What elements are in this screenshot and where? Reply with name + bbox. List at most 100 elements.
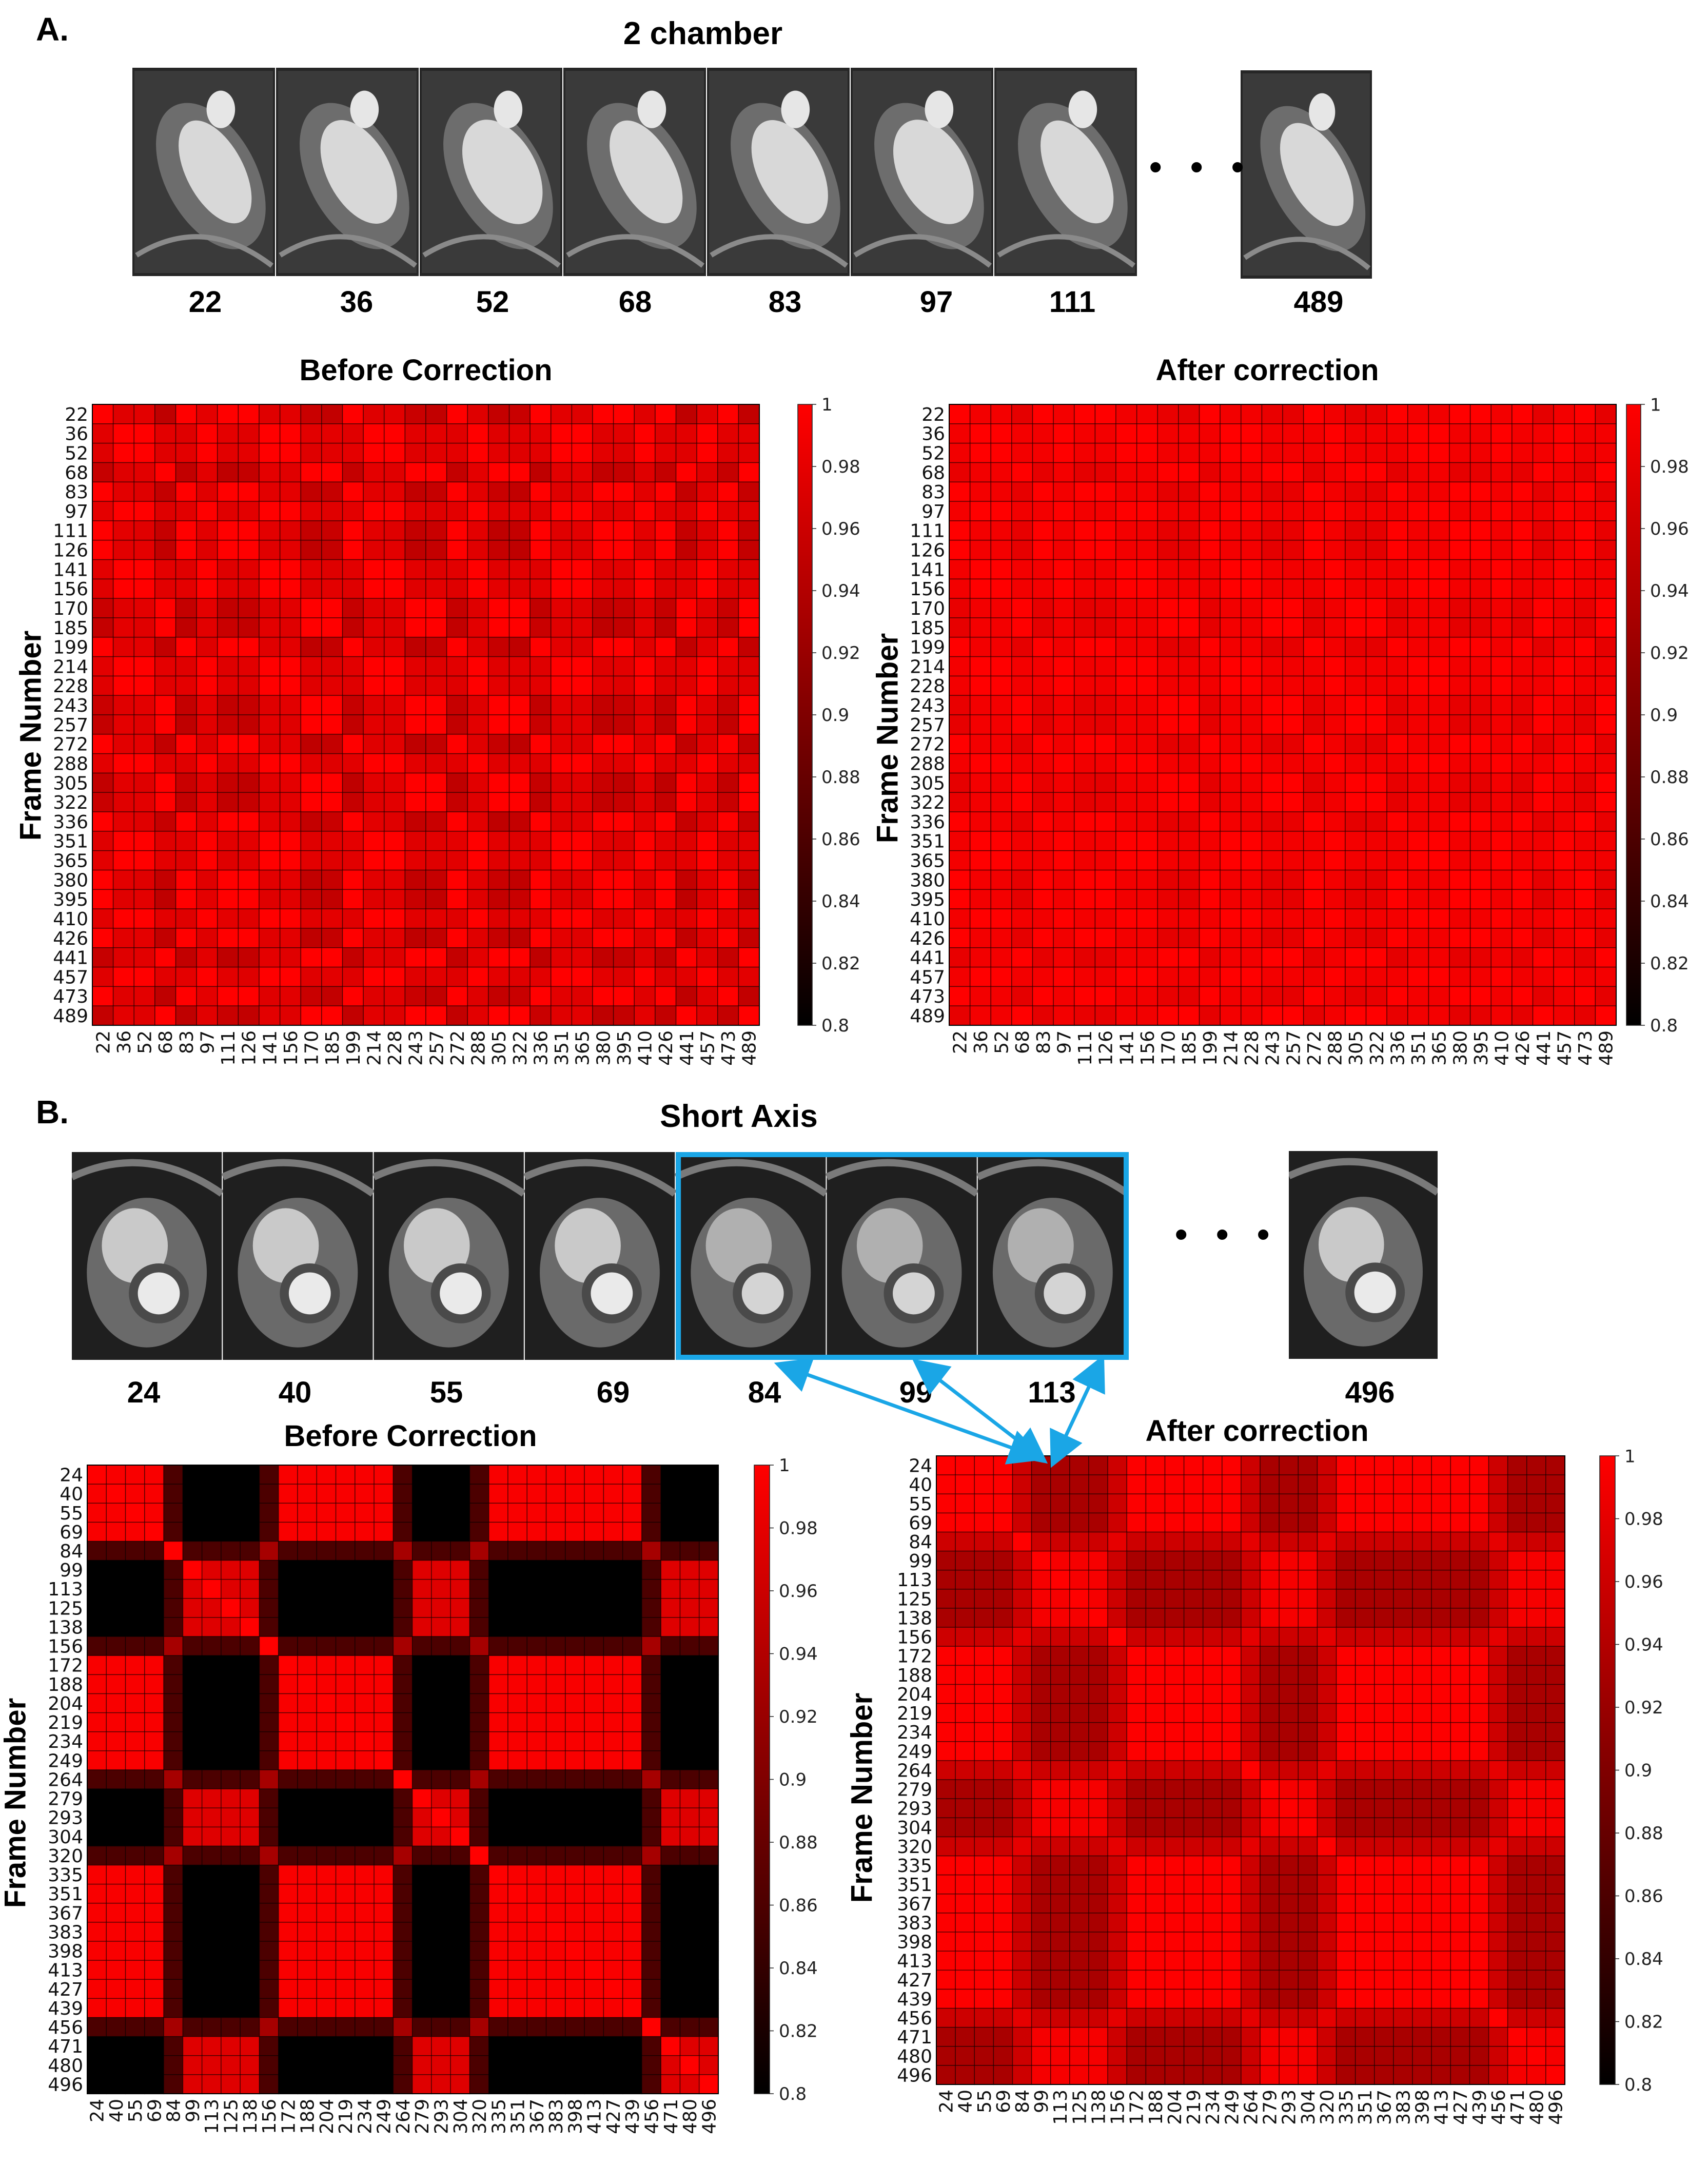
- heatmap-cell: [238, 501, 260, 521]
- heatmap-cell: [1450, 1817, 1470, 1838]
- heatmap-cell: [974, 1455, 994, 1476]
- heatmap-cell: [1507, 2065, 1527, 2085]
- heatmap-cell: [1069, 1455, 1090, 1476]
- heatmap-cell: [1202, 2045, 1223, 2066]
- heatmap-cell: [1222, 1550, 1242, 1571]
- heatmap-cell: [404, 656, 427, 677]
- heatmap-cell: [622, 1617, 643, 1637]
- heatmap-cell: [383, 404, 406, 424]
- heatmap-cell: [990, 656, 1012, 677]
- heatmap-cell: [1183, 1474, 1204, 1495]
- heatmap-cell: [696, 792, 718, 813]
- heatmap-cell: [154, 539, 176, 560]
- heatmap-cell: [342, 404, 364, 424]
- heatmap-cell: [1407, 675, 1429, 696]
- heatmap-cell: [603, 1826, 623, 1847]
- heatmap-cell: [469, 1788, 489, 1809]
- heatmap-cell: [259, 986, 281, 1007]
- heatmap-cell: [488, 1864, 509, 1885]
- heatmap-cell: [1345, 501, 1367, 521]
- heatmap-cell: [974, 1550, 994, 1571]
- heatmap-cell: [660, 1922, 681, 1942]
- heatmap-cell: [1136, 481, 1159, 502]
- heatmap-cell: [584, 1902, 604, 1923]
- heatmap-cell: [1199, 462, 1221, 483]
- heatmap-cell: [698, 1883, 719, 1904]
- y-tick-label: 257: [910, 715, 945, 736]
- x-tick-label: 69: [993, 2090, 1014, 2113]
- heatmap-cell: [392, 1636, 413, 1656]
- heatmap-cell: [550, 947, 573, 968]
- heatmap-cell: [1031, 1608, 1051, 1628]
- heatmap-cell: [278, 1998, 299, 2018]
- heatmap-cell: [1279, 1855, 1299, 1876]
- heatmap-cell: [592, 889, 614, 910]
- heatmap-cell: [201, 1578, 222, 1599]
- heatmap-cell: [488, 442, 510, 463]
- heatmap-cell: [1511, 792, 1534, 813]
- heatmap-cell: [300, 811, 322, 832]
- heatmap-cell: [125, 1522, 145, 1542]
- heatmap-cell: [1488, 1855, 1508, 1876]
- heatmap-cell: [279, 928, 302, 948]
- heatmap-cell: [1317, 1760, 1337, 1781]
- heatmap-cell: [717, 734, 739, 754]
- heatmap-cell: [1261, 986, 1284, 1007]
- heatmap-cell: [106, 1655, 126, 1675]
- heatmap-cell: [1012, 1627, 1032, 1647]
- heatmap-cell: [1345, 636, 1367, 657]
- x-tick-label: 473: [718, 1030, 739, 1066]
- heatmap-cell: [969, 423, 992, 444]
- heatmap-cell: [392, 1693, 413, 1713]
- heatmap-cell: [1053, 617, 1075, 638]
- heatmap-cell: [738, 1005, 760, 1026]
- heatmap-cell: [201, 1674, 222, 1694]
- colorbar-tick-label: 0.94: [1650, 581, 1689, 601]
- heatmap-cell: [1164, 1665, 1185, 1685]
- heatmap-cell: [1574, 811, 1596, 832]
- heatmap-cell: [92, 520, 114, 541]
- heatmap-cell: [1469, 2007, 1489, 2028]
- heatmap-cell: [974, 1722, 994, 1742]
- heatmap-cell: [1157, 908, 1179, 929]
- heatmap-cell: [571, 831, 594, 851]
- heatmap-cell: [1412, 1455, 1432, 1476]
- heatmap-cell: [1449, 559, 1471, 580]
- heatmap-cell: [404, 578, 427, 599]
- heatmap-cell: [217, 656, 239, 677]
- heatmap-cell: [112, 520, 135, 541]
- heatmap-cell: [1031, 1932, 1051, 1952]
- heatmap-cell: [1126, 1627, 1147, 1647]
- heatmap-cell: [221, 2017, 241, 2037]
- colorbar-tick-label: 0.9: [1624, 1761, 1652, 1781]
- heatmap-cell: [392, 1960, 413, 1980]
- heatmap-cell: [1393, 1988, 1413, 2009]
- heatmap-cell: [969, 928, 992, 948]
- y-tick-label: 480: [48, 2055, 83, 2076]
- heatmap-cell: [431, 2017, 451, 2037]
- heatmap-cell: [1050, 1493, 1070, 1514]
- heatmap-cell: [1469, 753, 1492, 774]
- heatmap-cell: [529, 714, 552, 735]
- heatmap-cell: [238, 869, 260, 890]
- heatmap-cell: [1574, 831, 1596, 851]
- heatmap-cell: [1303, 869, 1325, 890]
- heatmap-cell: [1317, 1874, 1337, 1895]
- heatmap-cell: [1532, 714, 1555, 735]
- heatmap-cell: [1107, 1569, 1128, 1590]
- heatmap-cell: [144, 1922, 165, 1942]
- heatmap-cell: [717, 481, 739, 502]
- heatmap-cell: [1183, 1550, 1204, 1571]
- heatmap-cell: [1386, 617, 1408, 638]
- heatmap-cell: [342, 695, 364, 716]
- heatmap-cell: [1526, 1493, 1546, 1514]
- heatmap-cell: [1532, 850, 1555, 871]
- heatmap-cell: [1088, 1988, 1109, 2009]
- heatmap-cell: [1157, 559, 1179, 580]
- heatmap-cell: [1053, 889, 1075, 910]
- heatmap-cell: [1241, 1855, 1261, 1876]
- heatmap-cell: [592, 675, 614, 696]
- heatmap-cell: [125, 2074, 145, 2095]
- heatmap-cell: [738, 908, 760, 929]
- heatmap-cell: [1241, 1455, 1261, 1476]
